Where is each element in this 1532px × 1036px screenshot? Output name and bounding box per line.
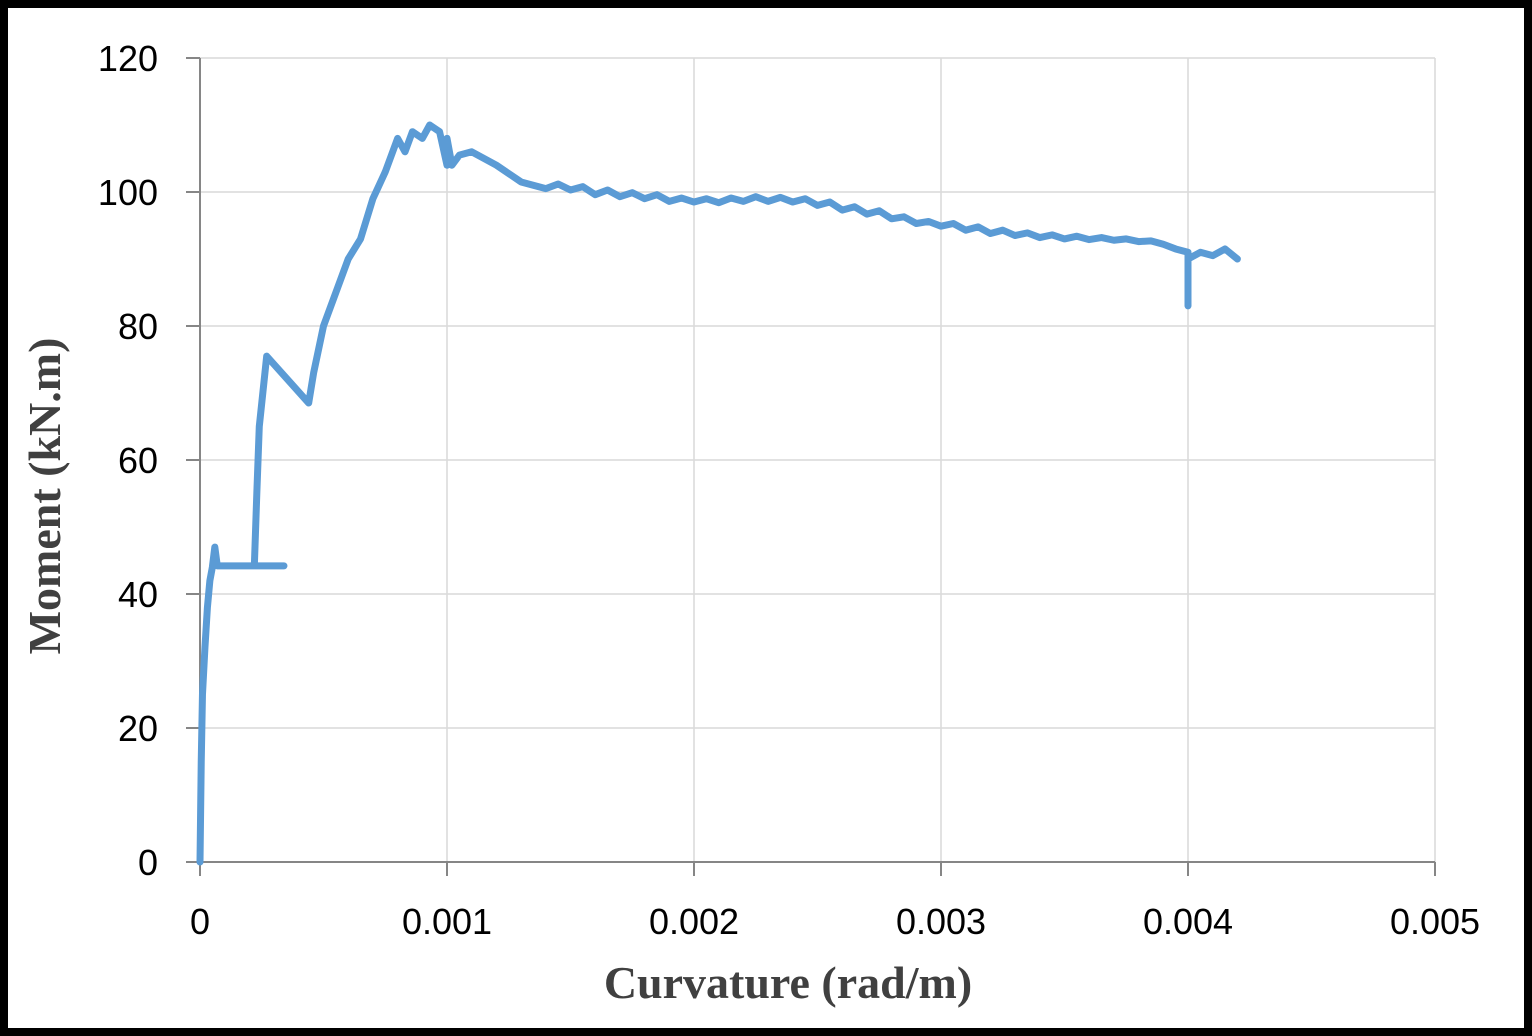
data-line bbox=[196, 121, 1241, 866]
x-tick-label: 0.003 bbox=[896, 901, 986, 942]
y-tick-label: 60 bbox=[118, 440, 158, 481]
x-axis-title: Curvature (rad/m) bbox=[604, 957, 972, 1008]
y-tick-label: 120 bbox=[98, 38, 158, 79]
y-tick-label: 100 bbox=[98, 172, 158, 213]
x-tick-label: 0.005 bbox=[1390, 901, 1480, 942]
x-tick-label: 0.004 bbox=[1143, 901, 1233, 942]
x-tick-label: 0.001 bbox=[402, 901, 492, 942]
y-tick-label: 20 bbox=[118, 708, 158, 749]
x-tick-label: 0 bbox=[190, 901, 210, 942]
y-tick-label: 40 bbox=[118, 574, 158, 615]
x-tick-label: 0.002 bbox=[649, 901, 739, 942]
y-tick-label: 80 bbox=[118, 306, 158, 347]
y-axis-title: Moment (kN.m) bbox=[19, 338, 70, 655]
y-tick-label: 0 bbox=[138, 842, 158, 883]
